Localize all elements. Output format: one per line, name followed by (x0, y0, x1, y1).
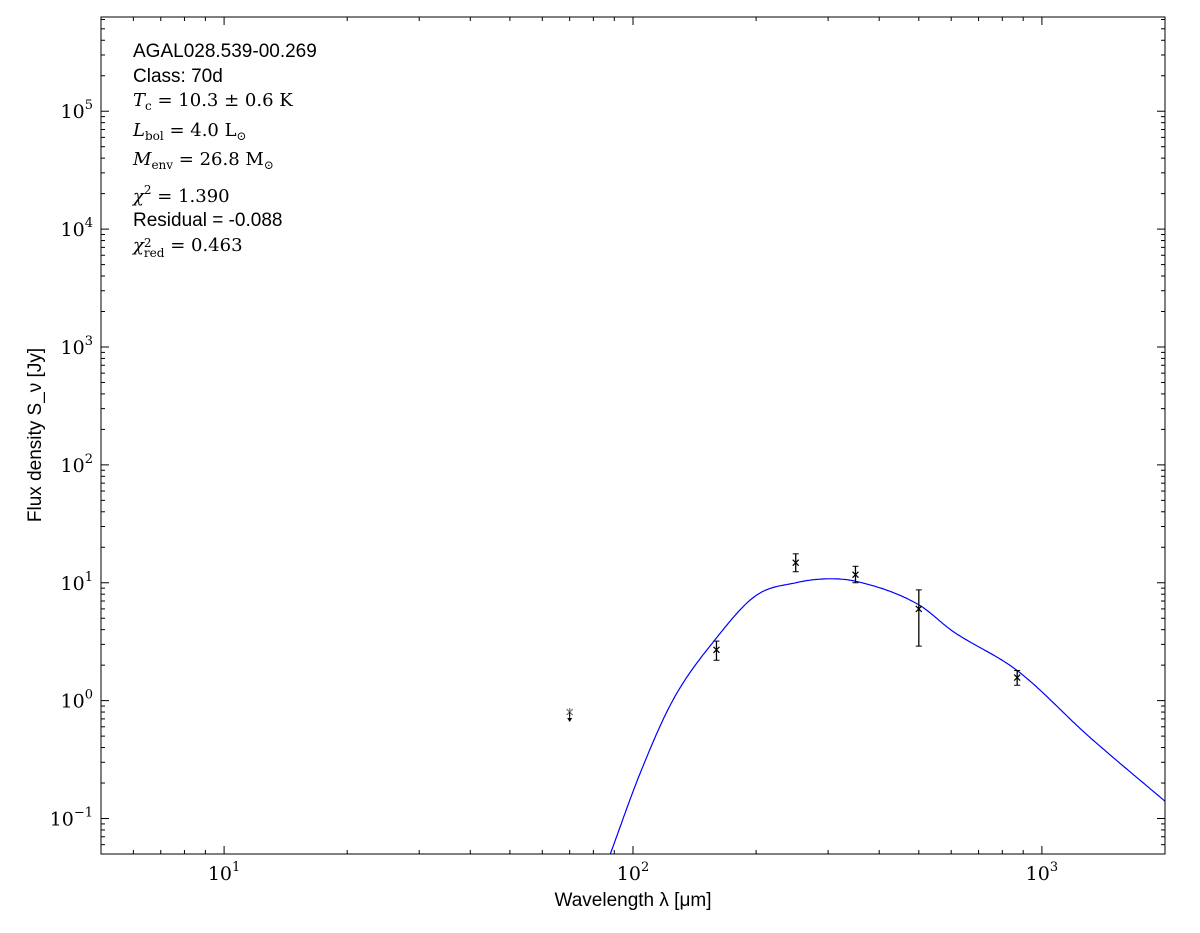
source-name: AGAL028.539-00.269 (133, 41, 317, 62)
x-tick-label: 103 (1026, 860, 1058, 885)
x-axis-label: Wavelength λ [μm] (554, 890, 711, 911)
x-marker (713, 646, 720, 654)
x-marker (792, 559, 800, 567)
data-point (915, 589, 923, 647)
data-point (852, 565, 859, 584)
y-axis-label: Flux density S_ν [Jy] (25, 348, 46, 522)
arrow-head (567, 718, 573, 723)
x-tick-label: 101 (208, 860, 240, 885)
residual: Residual = -0.088 (133, 210, 283, 231)
y-tick-label: 104 (61, 216, 93, 241)
x-tick-label: 102 (617, 860, 649, 885)
fit-annotation: AGAL028.539-00.269 Class: 70d Tc = 10.3 … (133, 40, 317, 260)
y-tick-label: 101 (61, 570, 93, 595)
temperature: Tc = 10.3 ± 0.6 K (133, 90, 293, 113)
y-tick-label: 10−1 (50, 806, 93, 831)
data-point (1013, 670, 1021, 686)
luminosity: Lbol = 4.0 L⊙ (133, 119, 247, 143)
x-marker (915, 605, 923, 613)
data-point (713, 640, 720, 661)
reduced-chi-squared: χ 2 red = 0.463 (133, 234, 243, 260)
y-tick-label: 103 (61, 334, 93, 359)
x-marker (852, 571, 859, 579)
y-tick-label: 100 (61, 688, 93, 713)
y-tick-label: 102 (61, 452, 93, 477)
upper-limit-point (566, 708, 574, 723)
envelope-mass: Menv = 26.8 M⊙ (133, 149, 274, 172)
y-tick-label: 105 (61, 98, 93, 123)
source-class: Class: 70d (133, 65, 223, 87)
fit-curve (609, 578, 1165, 854)
data-point (792, 553, 800, 573)
x-marker (1013, 674, 1021, 681)
chi-squared: χ2 = 1.390 (133, 182, 230, 207)
